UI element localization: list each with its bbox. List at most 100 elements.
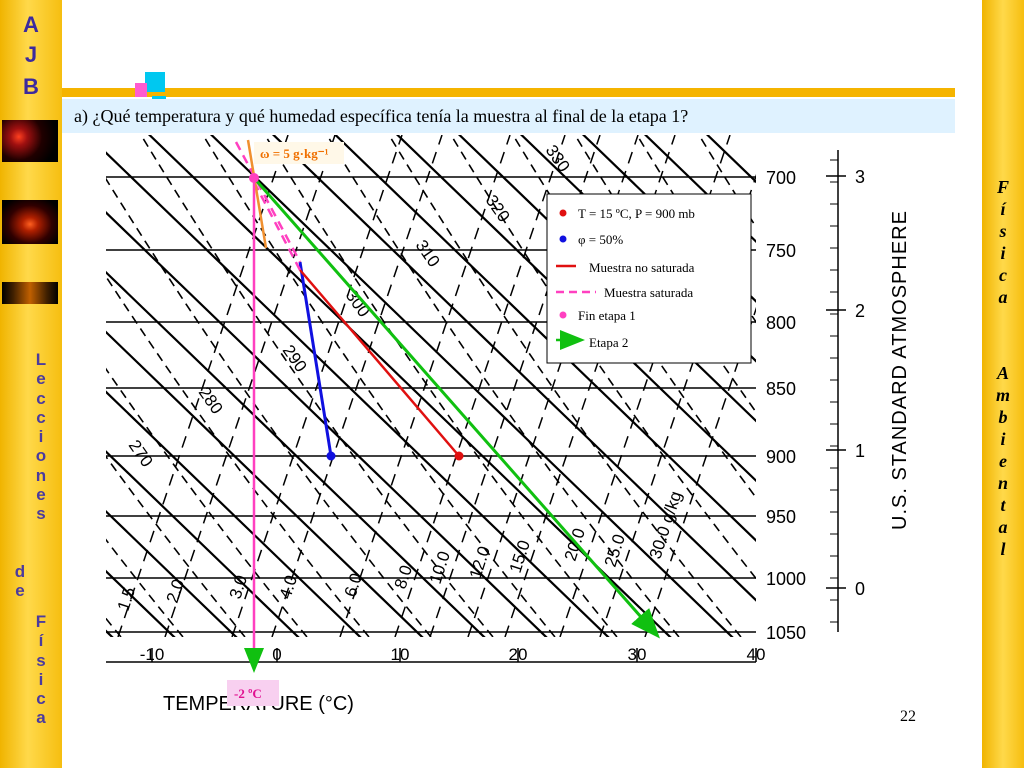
vertical-text-fisica-left-letter: c: [36, 689, 46, 709]
mixing-ratio-line: [644, 306, 756, 637]
moist-adiabat: [0, 120, 16, 660]
vertical-text-fisica-left-letter: s: [36, 650, 46, 670]
dry-adiabat: [271, 135, 756, 602]
vertical-text-fisica-left-letter: F: [35, 612, 47, 631]
diagram-grid: [0, 120, 1024, 660]
pressure-tick-label: 850: [766, 379, 796, 399]
temp-annotation: -2 ºC: [234, 686, 262, 701]
mixing-ratio-label: 10.0: [426, 549, 454, 586]
vertical-text-fisica-right-letter: í: [1000, 199, 1006, 219]
moist-adiabat: [264, 135, 619, 637]
x-tick-label: 10: [391, 645, 410, 664]
stage-2-arrow: [252, 177, 660, 639]
vertical-text-ambiental-letter: m: [995, 385, 1010, 405]
dry-adiabat: [106, 390, 362, 637]
vertical-text-fisica-left-letter: a: [36, 708, 46, 728]
pressure-tick-label: 750: [766, 241, 796, 261]
mixing-ratio-label: 12.0: [466, 544, 494, 581]
x-tick-label: 30: [628, 645, 647, 664]
theta-label: 330: [542, 141, 574, 175]
legend-label-end-stage-1: Fin etapa 1: [578, 308, 636, 323]
legend-label-unsaturated: Muestra no saturada: [589, 260, 695, 275]
x-tick-label: 20: [509, 645, 528, 664]
moist-adiabat: [388, 135, 743, 637]
moist-adiabat: [106, 367, 309, 637]
mixing-ratio-label: 1.5: [114, 585, 139, 613]
pressure-tick-label: 1000: [766, 569, 806, 589]
vertical-text-ambiental-letter: e: [999, 451, 1007, 471]
vertical-text-de-letter: e: [15, 581, 25, 601]
vertical-text-fisica-right-letter: F: [996, 177, 1009, 197]
dry-adiabat: [457, 135, 756, 423]
moist-adiabat: [0, 120, 78, 660]
diagram-axes: -10010203040TEMPERATURE (°C)700750800850…: [106, 150, 911, 715]
temp-annotation-box: [227, 680, 279, 706]
mixing-ratio-line: [271, 135, 443, 637]
vertical-text-ambiental-letter: l: [1000, 539, 1006, 559]
legend-label-humidity: φ = 50%: [578, 232, 623, 247]
vertical-text-lecciones-letter: o: [35, 446, 47, 466]
vertical-text-lecciones-letter: L: [35, 350, 47, 369]
lab-photo-1: [2, 120, 58, 162]
x-tick-label: 0: [272, 645, 281, 664]
lab-photo-2: [2, 200, 58, 244]
dry-adiabat: [0, 120, 74, 660]
dry-adiabat: [106, 330, 424, 637]
vertical-text-ambiental-letter: a: [998, 517, 1008, 537]
vertical-text-fisica-right-letter: i: [1000, 243, 1006, 263]
legend-marker-point-initial: [559, 209, 567, 217]
vertical-text-ambiental-letter: t: [1000, 495, 1006, 515]
x-tick-label: 40: [747, 645, 766, 664]
saturated-path: [252, 181, 302, 271]
legend: T = 15 ºC, P = 900 mb φ = 50% Muestra no…: [546, 193, 752, 364]
mixing-ratio-line: [231, 135, 403, 637]
vertical-text-fisica-right-letter: a: [998, 287, 1008, 307]
brand-letter-b: B: [23, 74, 39, 99]
moist-adiabat: [814, 120, 1024, 660]
unsaturated-path: [299, 269, 460, 457]
mixing-ratio-label: 25.0: [601, 532, 629, 569]
dry-adiabat: [333, 135, 756, 542]
dry-adiabat: [106, 151, 610, 637]
dry-adiabat: [106, 569, 176, 637]
vertical-text-fisica-left-letter: i: [38, 669, 44, 689]
mixing-ratio-5-line: [246, 139, 268, 249]
pressure-tick-label: 1050: [766, 623, 806, 643]
question-text: a) ¿Qué temperatura y qué humedad especí…: [62, 99, 955, 133]
mixing-ratio-label: 3.0: [226, 573, 251, 601]
mixing-ratio-line: [117, 135, 289, 637]
omega-annotation: ω = 5 g·kg⁻¹: [260, 146, 329, 161]
vertical-text-fisica-right-letter: s: [999, 221, 1007, 241]
vertical-text-lecciones-letter: n: [35, 465, 47, 485]
dry-adiabat: [209, 135, 734, 637]
x-tick-label: -10: [140, 645, 165, 664]
vertical-text-ambiental-letter: b: [998, 407, 1008, 427]
theta-label: 300: [342, 286, 374, 320]
height-tick-label: 3: [855, 167, 865, 187]
vertical-text-ambiental-letter: A: [996, 363, 1009, 383]
pressure-tick-label: 700: [766, 168, 796, 188]
page-number: 22: [900, 708, 916, 725]
height-tick-label: 1: [855, 441, 865, 461]
vertical-text-lecciones-letter: s: [36, 504, 46, 524]
legend-label-stage-2: Etapa 2: [589, 335, 628, 350]
humidity-line: [298, 261, 333, 457]
vertical-text-lecciones-letter: i: [38, 427, 44, 447]
vertical-text-lecciones-letter: e: [36, 369, 46, 389]
vertical-text-ambiental-letter: n: [997, 473, 1008, 493]
mixing-ratio-line: [394, 135, 566, 637]
legend-label-saturated: Muestra saturada: [604, 285, 693, 300]
dry-adiabat: [106, 450, 300, 637]
mixing-ratio-label: 6.0: [341, 571, 366, 599]
legend-marker-humidity: [559, 235, 567, 243]
pressure-tick-label: 900: [766, 447, 796, 467]
theta-label: 310: [412, 236, 444, 270]
point-initial: [454, 451, 464, 461]
vertical-text-lecciones-letter: c: [36, 388, 46, 408]
brand-letter-j: J: [24, 42, 38, 67]
legend-marker-end-stage-1: [559, 311, 567, 319]
mixing-ratio-label: 2.0: [163, 577, 188, 605]
